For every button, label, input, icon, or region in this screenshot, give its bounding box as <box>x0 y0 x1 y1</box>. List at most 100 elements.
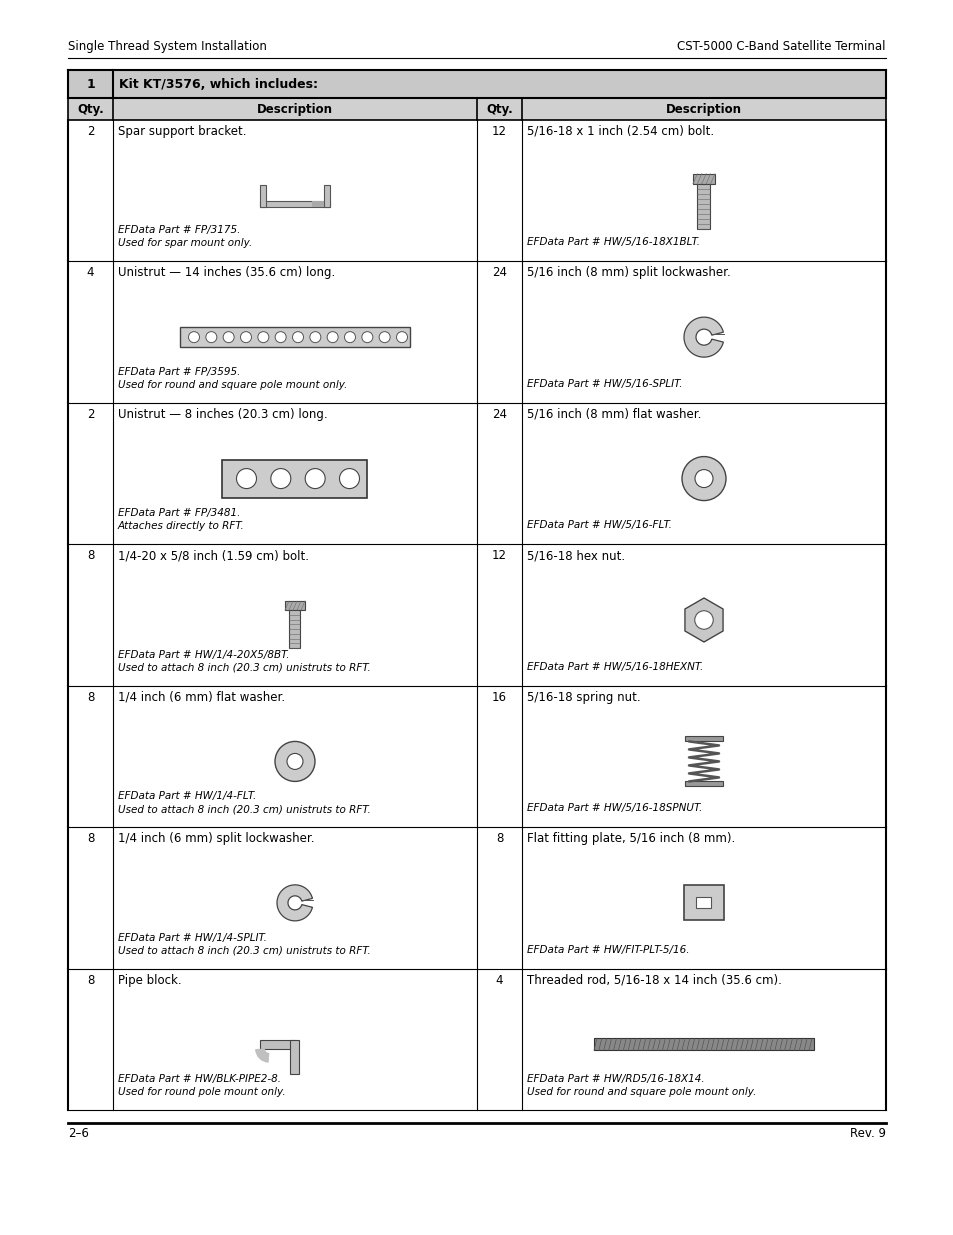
Bar <box>683 885 723 920</box>
Bar <box>260 185 266 206</box>
Bar <box>692 174 714 184</box>
Text: EFData Part # FP/3175.: EFData Part # FP/3175. <box>118 226 240 236</box>
Text: 5/16-18 hex nut.: 5/16-18 hex nut. <box>526 550 624 562</box>
Circle shape <box>327 332 337 342</box>
Text: Used for round and square pole mount only.: Used for round and square pole mount onl… <box>526 1087 756 1097</box>
Bar <box>68 70 885 98</box>
Polygon shape <box>683 317 722 357</box>
Bar <box>285 601 305 610</box>
Text: 5/16 inch (8 mm) flat washer.: 5/16 inch (8 mm) flat washer. <box>526 408 700 421</box>
Text: 2: 2 <box>87 125 94 138</box>
Text: 1/4-20 x 5/8 inch (1.59 cm) bolt.: 1/4-20 x 5/8 inch (1.59 cm) bolt. <box>118 550 309 562</box>
Circle shape <box>257 332 269 342</box>
Text: EFData Part # HW/FIT-PLT-5/16.: EFData Part # HW/FIT-PLT-5/16. <box>526 945 689 955</box>
Text: 4: 4 <box>87 267 94 279</box>
Bar <box>312 201 324 206</box>
Text: EFData Part # HW/1/4-FLT.: EFData Part # HW/1/4-FLT. <box>118 792 256 802</box>
Text: Flat fitting plate, 5/16 inch (8 mm).: Flat fitting plate, 5/16 inch (8 mm). <box>526 832 735 845</box>
Circle shape <box>305 468 325 489</box>
Text: 2–6: 2–6 <box>68 1128 89 1140</box>
Text: Rev. 9: Rev. 9 <box>849 1128 885 1140</box>
Text: Unistrut — 8 inches (20.3 cm) long.: Unistrut — 8 inches (20.3 cm) long. <box>118 408 327 421</box>
Bar <box>260 201 330 206</box>
Text: 4: 4 <box>496 973 503 987</box>
Text: 8: 8 <box>87 832 94 845</box>
Text: CST-5000 C-Band Satellite Terminal: CST-5000 C-Band Satellite Terminal <box>677 40 885 53</box>
Text: 12: 12 <box>492 550 506 562</box>
Text: 8: 8 <box>87 550 94 562</box>
Text: EFData Part # HW/1/4-SPLIT.: EFData Part # HW/1/4-SPLIT. <box>118 932 267 942</box>
Bar <box>68 98 885 120</box>
Bar <box>291 1040 299 1074</box>
Circle shape <box>694 611 713 630</box>
Text: Single Thread System Installation: Single Thread System Installation <box>68 40 267 53</box>
Circle shape <box>240 332 252 342</box>
Circle shape <box>695 469 712 488</box>
Circle shape <box>396 332 407 342</box>
Bar <box>260 1040 294 1049</box>
Text: EFData Part # HW/BLK-PIPE2-8.: EFData Part # HW/BLK-PIPE2-8. <box>118 1074 281 1084</box>
Text: Used to attach 8 inch (20.3 cm) unistruts to RFT.: Used to attach 8 inch (20.3 cm) unistrut… <box>118 663 371 673</box>
Text: Qty.: Qty. <box>486 103 513 116</box>
Bar <box>289 610 300 648</box>
Text: Used for round and square pole mount only.: Used for round and square pole mount onl… <box>118 380 347 390</box>
Text: Used to attach 8 inch (20.3 cm) unistruts to RFT.: Used to attach 8 inch (20.3 cm) unistrut… <box>118 804 371 814</box>
Text: Used to attach 8 inch (20.3 cm) unistruts to RFT.: Used to attach 8 inch (20.3 cm) unistrut… <box>118 946 371 956</box>
Circle shape <box>223 332 233 342</box>
Text: EFData Part # HW/5/16-FLT.: EFData Part # HW/5/16-FLT. <box>526 520 671 530</box>
Circle shape <box>378 332 390 342</box>
Polygon shape <box>276 884 313 921</box>
Circle shape <box>189 332 199 342</box>
Bar <box>594 1039 813 1050</box>
Bar <box>697 184 710 228</box>
Text: Threaded rod, 5/16-18 x 14 inch (35.6 cm).: Threaded rod, 5/16-18 x 14 inch (35.6 cm… <box>526 973 781 987</box>
Text: EFData Part # HW/RD5/16-18X14.: EFData Part # HW/RD5/16-18X14. <box>526 1074 704 1084</box>
Circle shape <box>206 332 216 342</box>
Circle shape <box>361 332 373 342</box>
Text: EFData Part # FP/3595.: EFData Part # FP/3595. <box>118 367 240 377</box>
Text: Kit KT/3576, which includes:: Kit KT/3576, which includes: <box>119 78 317 90</box>
Text: Pipe block.: Pipe block. <box>118 973 181 987</box>
Text: EFData Part # HW/5/16-18SPNUT.: EFData Part # HW/5/16-18SPNUT. <box>526 803 701 813</box>
Text: 24: 24 <box>492 408 506 421</box>
Text: Qty.: Qty. <box>77 103 104 116</box>
Text: 1: 1 <box>86 78 94 90</box>
Text: 12: 12 <box>492 125 506 138</box>
Text: Used for spar mount only.: Used for spar mount only. <box>118 238 252 248</box>
Circle shape <box>310 332 320 342</box>
Text: EFData Part # HW/5/16-18X1BLT.: EFData Part # HW/5/16-18X1BLT. <box>526 237 700 247</box>
Circle shape <box>339 468 359 489</box>
Bar <box>222 459 367 498</box>
Text: 1/4 inch (6 mm) flat washer.: 1/4 inch (6 mm) flat washer. <box>118 690 285 704</box>
Circle shape <box>681 457 725 500</box>
Bar <box>324 185 330 206</box>
Bar <box>684 736 722 741</box>
Text: 8: 8 <box>496 832 502 845</box>
Text: 5/16 inch (8 mm) split lockwasher.: 5/16 inch (8 mm) split lockwasher. <box>526 267 730 279</box>
Circle shape <box>293 332 303 342</box>
Text: 16: 16 <box>492 690 506 704</box>
Text: Unistrut — 14 inches (35.6 cm) long.: Unistrut — 14 inches (35.6 cm) long. <box>118 267 335 279</box>
Text: EFData Part # FP/3481.: EFData Part # FP/3481. <box>118 509 240 519</box>
Circle shape <box>236 468 256 489</box>
Bar <box>696 898 711 909</box>
Text: Description: Description <box>256 103 333 116</box>
Circle shape <box>271 468 291 489</box>
Text: 8: 8 <box>87 973 94 987</box>
Text: 1/4 inch (6 mm) split lockwasher.: 1/4 inch (6 mm) split lockwasher. <box>118 832 314 845</box>
Bar <box>684 782 722 787</box>
Circle shape <box>287 753 303 769</box>
Bar <box>180 327 410 347</box>
Text: 5/16-18 x 1 inch (2.54 cm) bolt.: 5/16-18 x 1 inch (2.54 cm) bolt. <box>526 125 714 138</box>
Text: Attaches directly to RFT.: Attaches directly to RFT. <box>118 521 245 531</box>
Text: 24: 24 <box>492 267 506 279</box>
Text: Spar support bracket.: Spar support bracket. <box>118 125 246 138</box>
Text: 2: 2 <box>87 408 94 421</box>
Text: Description: Description <box>665 103 741 116</box>
Polygon shape <box>684 598 722 642</box>
Text: EFData Part # HW/5/16-SPLIT.: EFData Part # HW/5/16-SPLIT. <box>526 379 681 389</box>
Text: 8: 8 <box>87 690 94 704</box>
Circle shape <box>274 741 314 782</box>
Text: Used for round pole mount only.: Used for round pole mount only. <box>118 1087 285 1097</box>
Circle shape <box>344 332 355 342</box>
